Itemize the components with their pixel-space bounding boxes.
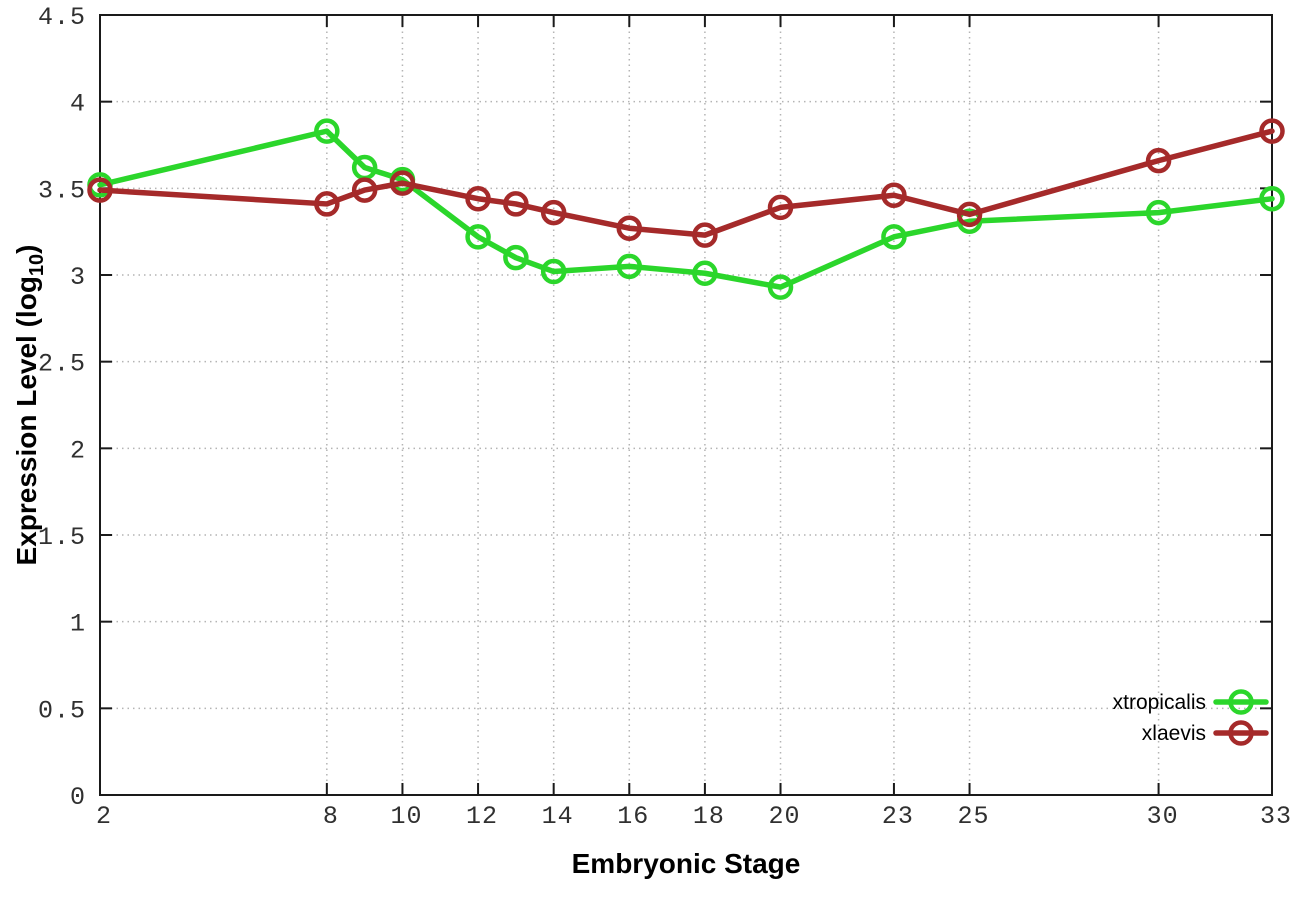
y-axis-title-close: ) [11,245,42,254]
axis-layer: 2 8 10 12 14 16 18 20 23 25 30 33 0 0.5 1 1.5 2 2.5 3 3.5 4 4… [38,3,1292,831]
data-point-xtropicalis [881,224,907,250]
x-tick-label: 16 [617,802,649,831]
legend: xtropicalis xlaevis [1113,689,1269,746]
data-point-xlaevis [389,170,416,196]
legend-marker-icon [1228,720,1254,746]
data-point-xlaevis [314,191,340,217]
y-tick-label: 4.5 [38,3,86,32]
data-point-xtropicalis [767,274,794,300]
x-tick-label: 14 [542,802,574,831]
data-point-xtropicalis [692,260,718,287]
y-axis-title-main: Expression Level (log [11,276,42,565]
y-axis-title: Expression Level (log10) [11,245,48,566]
data-point-xlaevis [881,182,907,209]
legend-item-xtropicalis: xtropicalis [1113,689,1269,715]
y-tick-label: 3 [70,263,86,292]
grid-layer [100,15,1272,795]
data-point-xlaevis [1259,118,1285,144]
data-point-xtropicalis [540,258,567,285]
plot-border [99,14,1273,796]
y-tick-label: 2 [70,436,86,465]
data-point-xlaevis [616,215,643,241]
y-tick-label: 2.5 [38,350,86,379]
data-point-xlaevis [87,177,113,203]
x-tick-label: 20 [769,802,801,831]
data-point-xtropicalis [314,118,340,144]
x-tick-label: 33 [1260,802,1292,831]
data-point-xlaevis [767,194,794,221]
data-point-xtropicalis [616,253,643,280]
y-tick-label: 1.5 [38,523,86,552]
x-tick-label: 2 [96,802,112,831]
data-point-xlaevis [956,201,983,228]
data-point-xlaevis [692,222,718,248]
series-line-xtropicalis [97,128,1275,290]
x-axis-title: Embryonic Stage [572,848,801,879]
data-point-xtropicalis [1259,185,1285,212]
data-point-xtropicalis [465,224,491,250]
y-axis-title-subscript: 10 [26,254,48,276]
y-tick-label: 0.5 [38,696,86,725]
data-point-xlaevis [540,199,567,226]
legend-label: xlaevis [1142,722,1206,745]
y-tick-label: 3.5 [38,176,86,205]
x-tick-label: 18 [693,802,725,831]
series-layer [87,118,1285,300]
series-line-xlaevis [97,128,1275,238]
y-tick-label: 4 [70,90,86,119]
x-tick-label: 10 [390,802,422,831]
data-point-xlaevis [351,177,378,203]
data-point-xtropicalis [1145,199,1172,226]
x-tick-label: 25 [958,802,990,831]
x-tick-label: 23 [882,802,914,831]
data-point-xlaevis [503,191,529,217]
legend-item-xlaevis: xlaevis [1142,720,1269,746]
data-point-xlaevis [465,185,491,212]
data-point-xlaevis [1145,147,1172,174]
legend-marker-icon [1228,689,1254,715]
y-tick-label: 1 [70,610,86,639]
x-tick-label: 30 [1147,802,1179,831]
legend-label: xtropicalis [1113,691,1206,714]
y-tick-label: 0 [70,783,86,812]
x-tick-label: 12 [466,802,498,831]
x-tick-label: 8 [323,802,339,831]
data-point-xtropicalis [503,244,529,271]
